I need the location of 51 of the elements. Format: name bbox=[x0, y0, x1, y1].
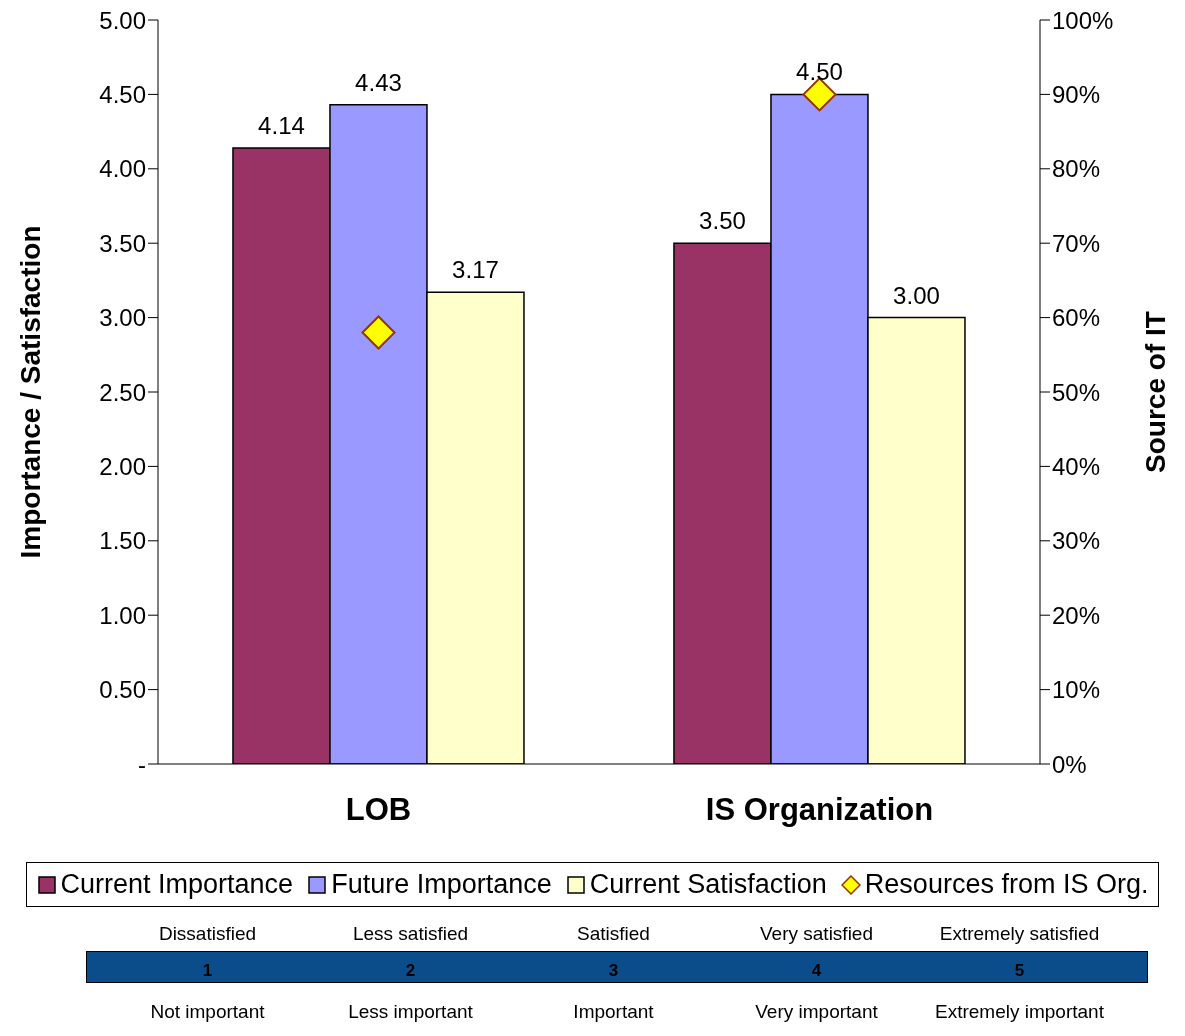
y2-tick-label: 90% bbox=[1052, 80, 1101, 108]
x-tick-label: IS Organization bbox=[705, 792, 934, 828]
text: 4 bbox=[810, 961, 823, 981]
y-tick-label: 3.00 bbox=[99, 304, 146, 332]
legend-label: Resources from IS Org. bbox=[864, 869, 1149, 900]
text: Important bbox=[572, 1001, 655, 1023]
y2-tick-label: 50% bbox=[1052, 378, 1101, 406]
y2-tick-label: 10% bbox=[1052, 676, 1101, 704]
y-tick-label: 0.50 bbox=[99, 676, 146, 704]
data-label: 3.17 bbox=[452, 256, 499, 284]
text: Very important bbox=[754, 1001, 879, 1023]
y2-tick-label: 30% bbox=[1052, 527, 1101, 555]
y-tick-label: - bbox=[138, 750, 146, 778]
legend-label: Current Importance bbox=[60, 869, 294, 900]
y2-tick-label: 0% bbox=[1052, 750, 1087, 778]
data-label: 3.00 bbox=[893, 281, 940, 309]
y2-tick-label: 20% bbox=[1052, 601, 1101, 629]
y2-tick-label: 60% bbox=[1052, 304, 1101, 332]
text: Less satisfied bbox=[351, 923, 470, 945]
text: Very satisfied bbox=[759, 923, 874, 945]
y-tick-label: 1.50 bbox=[99, 527, 146, 555]
legend-label: Future Importance bbox=[331, 869, 552, 900]
y-tick-label: 1.00 bbox=[99, 601, 146, 629]
y2-tick-label: 40% bbox=[1052, 452, 1101, 480]
y-tick-label: 5.00 bbox=[99, 6, 146, 34]
y2-tick-label: 70% bbox=[1052, 229, 1101, 257]
y2-tick-label: 80% bbox=[1052, 155, 1101, 183]
text: Less important bbox=[347, 1001, 474, 1023]
text: 1 bbox=[201, 961, 214, 981]
data-label: 4.14 bbox=[258, 111, 305, 139]
y-axis-title: Importance / Satisfaction bbox=[14, 225, 46, 559]
text: 5 bbox=[1013, 961, 1026, 981]
data-label: 3.50 bbox=[699, 207, 746, 235]
text: Dissatisfied bbox=[157, 923, 258, 945]
y-tick-label: 3.50 bbox=[99, 229, 146, 257]
text: 3 bbox=[607, 961, 620, 981]
y-tick-label: 2.00 bbox=[99, 452, 146, 480]
text: 2 bbox=[404, 961, 417, 981]
text: Extremely satisfied bbox=[938, 923, 1101, 945]
x-tick-label: LOB bbox=[345, 792, 412, 828]
text: Extremely important bbox=[934, 1001, 1105, 1023]
legend-label: Current Satisfaction bbox=[589, 869, 827, 900]
y-tick-label: 4.50 bbox=[99, 80, 146, 108]
text: Satisfied bbox=[576, 923, 651, 945]
y2-tick-label: 100% bbox=[1052, 6, 1114, 34]
y-tick-label: 2.50 bbox=[99, 378, 146, 406]
y-tick-label: 4.00 bbox=[99, 155, 146, 183]
y2-axis-title: Source of IT bbox=[1139, 311, 1171, 473]
data-label: 4.50 bbox=[796, 58, 843, 86]
data-label: 4.43 bbox=[355, 68, 402, 96]
text: Not important bbox=[149, 1001, 266, 1023]
